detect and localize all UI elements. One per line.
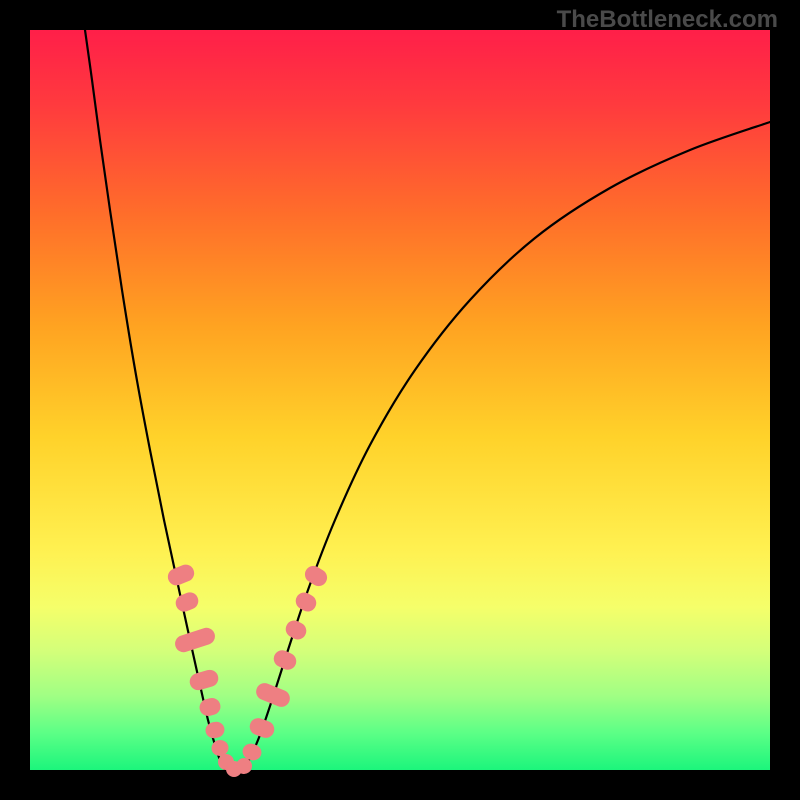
watermark-text: TheBottleneck.com xyxy=(557,6,778,34)
plot-frame xyxy=(30,30,770,770)
chart-root: TheBottleneck.com xyxy=(0,0,800,800)
gradient-background xyxy=(30,30,770,770)
